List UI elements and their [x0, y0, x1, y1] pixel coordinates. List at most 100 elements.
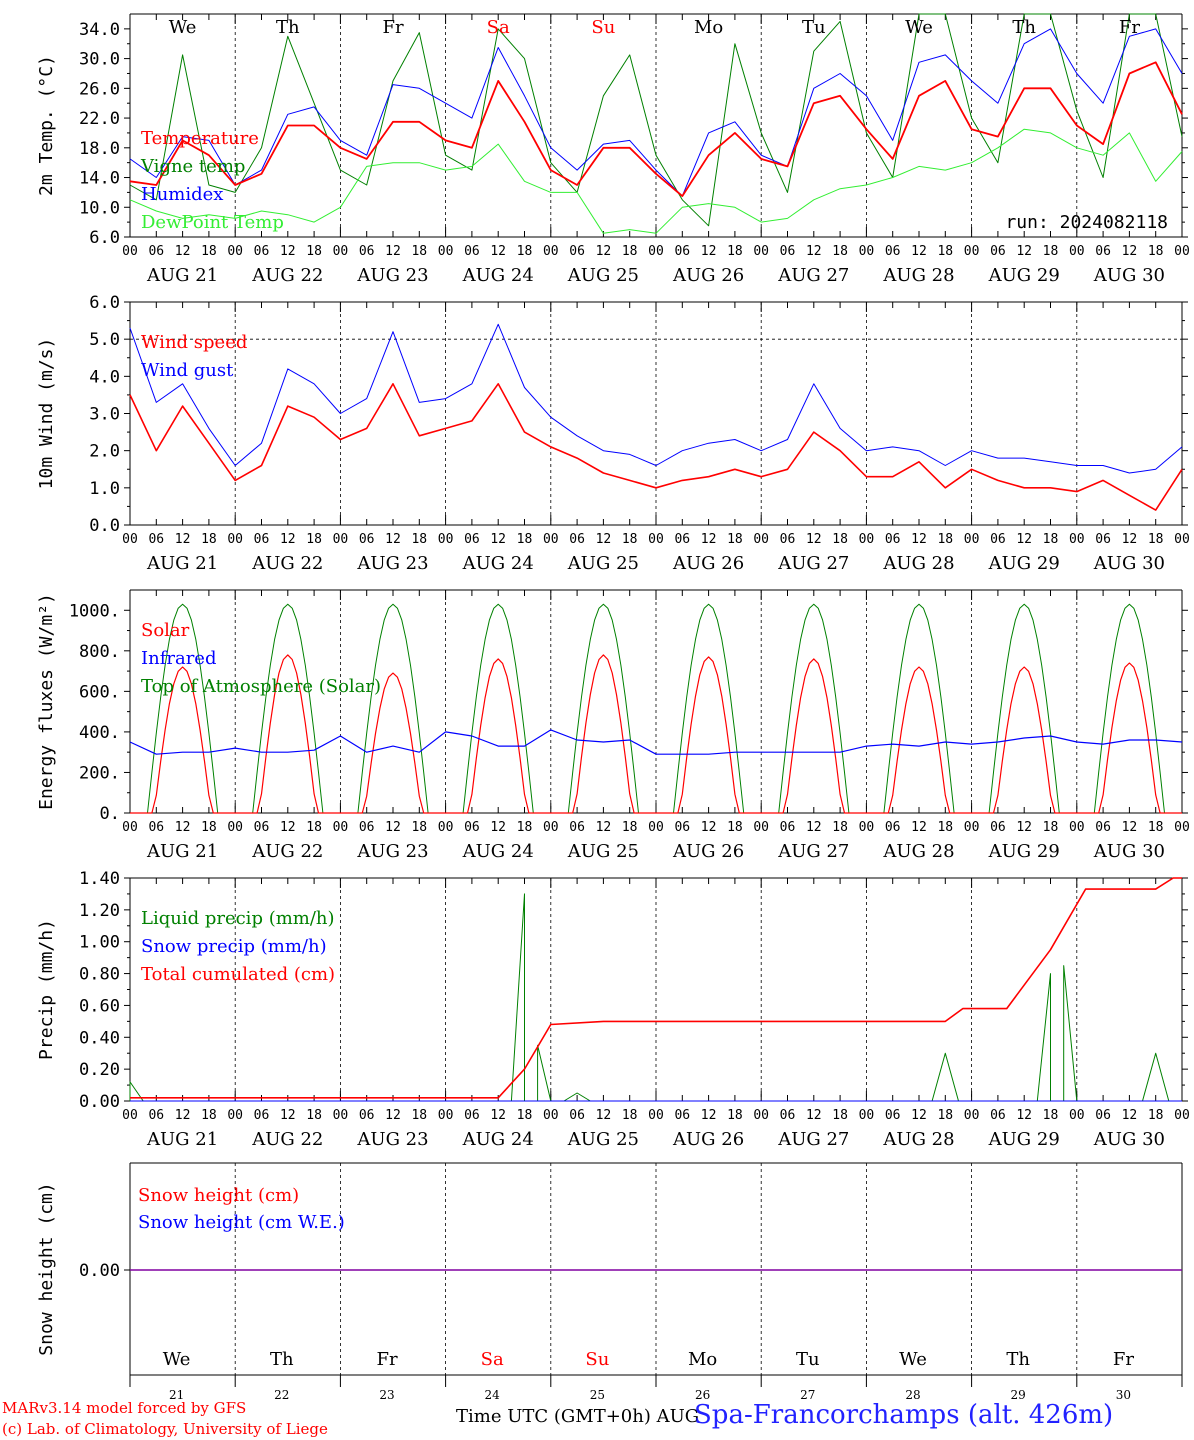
- hour-tick-label: 06: [674, 244, 690, 259]
- hour-tick-label: 12: [1122, 820, 1138, 835]
- y-tick-label: 0.20: [79, 1060, 120, 1080]
- hour-tick-label: 18: [201, 820, 217, 835]
- hour-tick-label: 06: [569, 244, 585, 259]
- hour-tick-label: 12: [596, 1108, 612, 1123]
- hour-tick-label: 12: [175, 532, 191, 547]
- hour-tick-label: 12: [385, 1108, 401, 1123]
- y-tick-label: 1.20: [79, 901, 120, 921]
- day-name-bottom: We: [163, 1349, 191, 1370]
- y-tick-label: 22.0: [79, 109, 120, 129]
- legend-infrared: Infrared: [141, 648, 216, 669]
- y-tick-label: 200.: [79, 763, 120, 783]
- y-tick-label: 0.00: [79, 1092, 120, 1112]
- y-tick-label: 0.80: [79, 965, 120, 985]
- day-name: Fr: [382, 17, 403, 38]
- date-label: AUG 29: [988, 265, 1060, 286]
- y-tick-label: 18.0: [79, 139, 120, 159]
- model-credit: MARv3.14 model forced by GFS: [2, 1399, 247, 1417]
- hour-tick-label: 12: [1122, 1108, 1138, 1123]
- hour-tick-label: 00: [964, 1108, 980, 1123]
- legend-snow: Snow precip (mm/h): [141, 936, 327, 957]
- hour-tick-label: 06: [674, 1108, 690, 1123]
- hour-tick-label: 00: [648, 820, 664, 835]
- hour-tick-label: 12: [280, 820, 296, 835]
- date-label: AUG 24: [462, 1129, 534, 1150]
- hour-tick-label: 18: [306, 532, 322, 547]
- date-label: AUG 27: [777, 841, 849, 862]
- hour-tick-label: 18: [622, 244, 638, 259]
- hour-tick-label: 06: [885, 1108, 901, 1123]
- hour-tick-label: 06: [1095, 820, 1111, 835]
- legend-wind-speed: Wind speed: [141, 332, 247, 353]
- wind-gust-line: [129, 323, 1183, 474]
- legend-snow-height: Snow height (cm): [138, 1185, 299, 1206]
- day-name-bottom: We: [899, 1349, 927, 1370]
- hour-tick-label: 00: [964, 532, 980, 547]
- date-label: AUG 29: [988, 553, 1060, 574]
- date-label: AUG 24: [462, 841, 534, 862]
- legend-wind-gust: Wind gust: [141, 360, 234, 381]
- day-name-bottom: Th: [270, 1349, 294, 1370]
- hour-tick-label: 18: [622, 820, 638, 835]
- date-label: AUG 21: [146, 1129, 218, 1150]
- date-label: AUG 26: [672, 841, 744, 862]
- y-tick-label: 0.40: [79, 1028, 120, 1048]
- hour-tick-label: 06: [148, 532, 164, 547]
- hour-tick-label: 06: [1095, 1108, 1111, 1123]
- hour-tick-label: 06: [359, 244, 375, 259]
- hour-tick-label: 18: [517, 244, 533, 259]
- hour-tick-label: 12: [175, 244, 191, 259]
- hour-tick-label: 06: [359, 532, 375, 547]
- hour-tick-label: 12: [911, 820, 927, 835]
- day-number: 27: [800, 1388, 815, 1402]
- date-label: AUG 28: [882, 553, 954, 574]
- date-label: AUG 21: [146, 265, 218, 286]
- hour-tick-label: 18: [937, 532, 953, 547]
- y-tick-label: 10.0: [79, 198, 120, 218]
- dewpoint-line: [129, 128, 1183, 234]
- hour-tick-label: 18: [1043, 244, 1059, 259]
- date-label: AUG 25: [567, 1129, 639, 1150]
- hour-tick-label: 00: [122, 820, 138, 835]
- hour-tick-label: 12: [280, 244, 296, 259]
- hour-tick-label: 18: [1148, 1108, 1164, 1123]
- hour-tick-label: 06: [464, 1108, 480, 1123]
- hour-tick-label: 06: [885, 244, 901, 259]
- hour-tick-label: 18: [1043, 532, 1059, 547]
- day-number: 29: [1011, 1388, 1026, 1402]
- snow-panel: 0.00 Snow height (cm) Snow height (cm) Snow…: [36, 1162, 1183, 1402]
- hour-tick-label: 06: [990, 244, 1006, 259]
- y-tick-label: 0.0: [89, 516, 120, 536]
- date-label: AUG 25: [567, 265, 639, 286]
- day-name: Th: [1012, 17, 1036, 38]
- day-number: 24: [485, 1388, 501, 1402]
- hour-tick-label: 06: [464, 532, 480, 547]
- hour-tick-label: 18: [937, 820, 953, 835]
- y-tick-label: 6.0: [89, 293, 120, 313]
- hour-tick-label: 06: [254, 820, 270, 835]
- hour-tick-label: 00: [859, 820, 875, 835]
- hour-tick-label: 00: [543, 532, 559, 547]
- hour-tick-label: 06: [254, 532, 270, 547]
- hour-tick-label: 06: [780, 1108, 796, 1123]
- hour-tick-label: 00: [1174, 820, 1190, 835]
- day-name-bottom: Fr: [376, 1349, 397, 1370]
- hour-tick-label: 12: [1016, 1108, 1032, 1123]
- humidex-line: [129, 28, 1183, 197]
- hour-tick-label: 06: [569, 1108, 585, 1123]
- temperature-line: [129, 61, 1183, 197]
- y-axis-title: 2m Temp. (°C): [36, 55, 57, 196]
- hour-tick-label: 00: [1174, 532, 1190, 547]
- hour-tick-label: 00: [1174, 244, 1190, 259]
- hour-tick-label: 12: [911, 532, 927, 547]
- y-tick-label: 3.0: [89, 405, 120, 425]
- date-label: AUG 25: [567, 553, 639, 574]
- hour-tick-label: 06: [569, 532, 585, 547]
- date-label: AUG 21: [146, 841, 218, 862]
- hour-tick-label: 00: [753, 1108, 769, 1123]
- hour-tick-label: 18: [1148, 244, 1164, 259]
- day-name: Th: [276, 17, 300, 38]
- hour-tick-label: 06: [780, 532, 796, 547]
- hour-tick-label: 00: [227, 820, 243, 835]
